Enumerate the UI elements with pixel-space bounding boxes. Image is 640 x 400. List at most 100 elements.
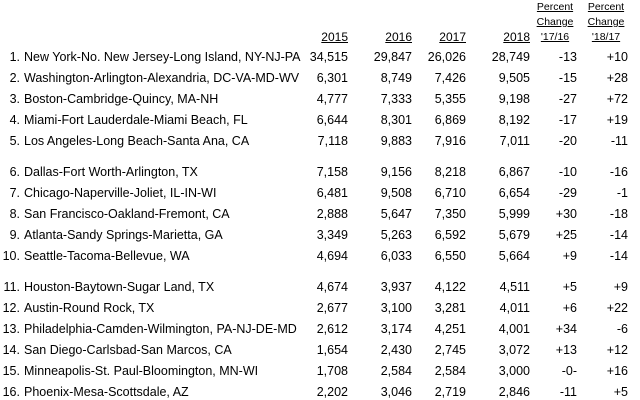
year-value: 2,745 bbox=[434, 343, 466, 357]
percent-change: +6 bbox=[562, 301, 577, 315]
year-value: 3,937 bbox=[380, 280, 412, 294]
year-value: 7,118 bbox=[317, 134, 348, 148]
row-rank: 3. bbox=[9, 92, 20, 106]
year-value: 2,846 bbox=[498, 385, 530, 399]
row-rank: 14. bbox=[2, 343, 20, 357]
percent-change: -1 bbox=[616, 186, 628, 200]
row-name: Dallas-Fort Worth-Arlington, TX bbox=[24, 165, 198, 179]
year-value: 5,664 bbox=[498, 249, 530, 263]
row-name: Houston-Baytown-Sugar Land, TX bbox=[24, 280, 215, 294]
year-value: 8,218 bbox=[434, 165, 466, 179]
percent-change: -6 bbox=[616, 322, 628, 336]
year-value: 5,647 bbox=[380, 207, 412, 221]
year-value: 6,033 bbox=[380, 249, 412, 263]
row-name: Atlanta-Sandy Springs-Marietta, GA bbox=[24, 228, 223, 242]
row-rank: 10. bbox=[2, 249, 20, 263]
percent-change: -29 bbox=[558, 186, 577, 200]
year-value: 4,674 bbox=[316, 280, 348, 294]
percent-change: -14 bbox=[609, 249, 628, 263]
percent-change: -11 bbox=[610, 134, 628, 148]
year-value: 7,426 bbox=[434, 71, 466, 85]
percent-change: +22 bbox=[606, 301, 628, 315]
year-value: 6,644 bbox=[316, 113, 348, 127]
year-value: 2,888 bbox=[316, 207, 348, 221]
percent-change: -13 bbox=[558, 50, 577, 64]
year-value: 7,333 bbox=[380, 92, 412, 106]
percent-change: +16 bbox=[606, 364, 628, 378]
row-name: Philadelphia-Camden-Wilmington, PA-NJ-DE… bbox=[24, 322, 297, 336]
row-rank: 5. bbox=[9, 134, 20, 148]
year-value: 6,481 bbox=[316, 186, 348, 200]
row-name: Washington-Arlington-Alexandria, DC-VA-M… bbox=[24, 71, 300, 85]
percent-change: +5 bbox=[613, 385, 628, 399]
year-value: 4,122 bbox=[434, 280, 466, 294]
percent-change: +30 bbox=[555, 207, 577, 221]
year-value: 1,654 bbox=[316, 343, 348, 357]
year-value: 8,749 bbox=[380, 71, 412, 85]
year-value: 9,505 bbox=[498, 71, 530, 85]
row-rank: 8. bbox=[9, 207, 20, 221]
year-value: 2,584 bbox=[434, 364, 466, 378]
percent-change: +12 bbox=[606, 343, 628, 357]
row-rank: 2. bbox=[9, 71, 20, 85]
percent-change: +19 bbox=[606, 113, 628, 127]
year-value: 6,867 bbox=[498, 165, 530, 179]
percent-change: +9 bbox=[613, 280, 628, 294]
percent-change: -17 bbox=[558, 113, 577, 127]
row-rank: 6. bbox=[9, 165, 20, 179]
column-header: 2017 bbox=[439, 30, 466, 44]
percent-change: -18 bbox=[609, 207, 628, 221]
column-header: 2015 bbox=[321, 30, 348, 44]
row-name: Austin-Round Rock, TX bbox=[24, 301, 155, 315]
percent-change: +10 bbox=[606, 50, 628, 64]
year-value: 29,847 bbox=[373, 50, 412, 64]
percent-change: -14 bbox=[609, 228, 628, 242]
year-value: 26,026 bbox=[427, 50, 466, 64]
year-value: 9,156 bbox=[380, 165, 412, 179]
row-rank: 7. bbox=[9, 186, 20, 200]
percent-change: -15 bbox=[558, 71, 577, 85]
percent-change: +28 bbox=[606, 71, 628, 85]
year-value: 3,349 bbox=[316, 228, 348, 242]
year-value: 3,174 bbox=[380, 322, 412, 336]
year-value: 9,198 bbox=[498, 92, 530, 106]
year-value: 6,301 bbox=[316, 71, 348, 85]
year-value: 6,869 bbox=[434, 113, 466, 127]
row-rank: 15. bbox=[2, 364, 20, 378]
year-value: 9,508 bbox=[380, 186, 412, 200]
year-value: 4,251 bbox=[434, 322, 466, 336]
year-value: 5,999 bbox=[498, 207, 530, 221]
year-value: 7,916 bbox=[434, 134, 466, 148]
row-rank: 12. bbox=[2, 301, 20, 315]
year-value: 3,046 bbox=[380, 385, 412, 399]
year-value: 2,677 bbox=[316, 301, 348, 315]
year-value: 5,263 bbox=[380, 228, 412, 242]
year-value: 28,749 bbox=[491, 50, 530, 64]
year-value: 9,883 bbox=[380, 134, 412, 148]
percent-change: +34 bbox=[555, 322, 577, 336]
row-name: Los Angeles-Long Beach-Santa Ana, CA bbox=[24, 134, 250, 148]
year-value: 7,350 bbox=[434, 207, 466, 221]
year-value: 6,550 bbox=[434, 249, 466, 263]
year-value: 4,777 bbox=[316, 92, 348, 106]
row-rank: 11. bbox=[3, 280, 20, 294]
row-name: San Diego-Carlsbad-San Marcos, CA bbox=[24, 343, 232, 357]
year-value: 4,511 bbox=[499, 280, 530, 294]
year-value: 3,000 bbox=[498, 364, 530, 378]
row-name: Boston-Cambridge-Quincy, MA-NH bbox=[24, 92, 219, 106]
percent-change: -10 bbox=[558, 165, 577, 179]
year-value: 3,281 bbox=[434, 301, 466, 315]
percent-change: +25 bbox=[555, 228, 577, 242]
year-value: 2,719 bbox=[434, 385, 466, 399]
percent-change: +9 bbox=[562, 249, 577, 263]
percent-change: -0- bbox=[561, 364, 577, 378]
row-rank: 13. bbox=[2, 322, 20, 336]
column-header: 2016 bbox=[385, 30, 412, 44]
percent-change: -16 bbox=[609, 165, 628, 179]
percent-change: +13 bbox=[555, 343, 577, 357]
row-name: Seattle-Tacoma-Bellevue, WA bbox=[24, 249, 190, 263]
year-value: 6,710 bbox=[434, 186, 466, 200]
column-header: 2018 bbox=[503, 30, 530, 44]
column-header: Percent Change '18/17 bbox=[587, 1, 625, 43]
year-value: 4,694 bbox=[316, 249, 348, 263]
